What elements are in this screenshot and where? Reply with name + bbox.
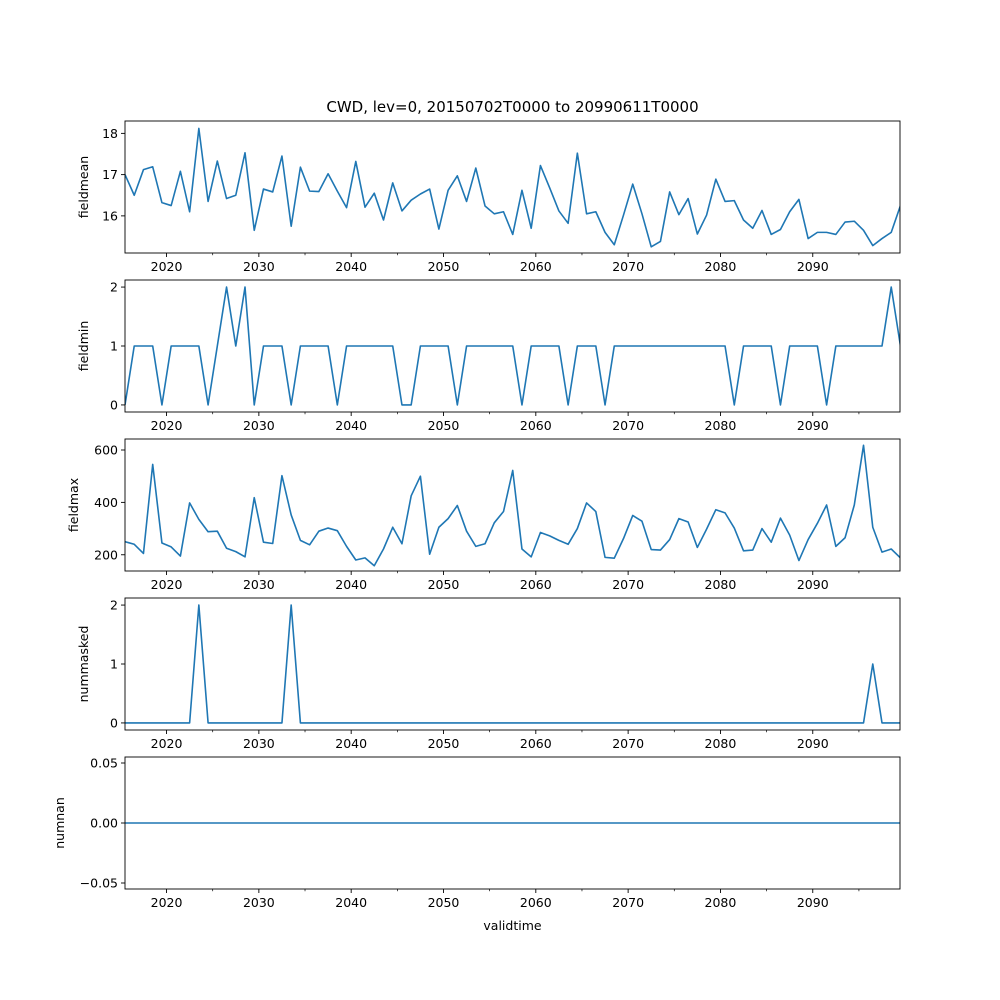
- x-tick-label-2020: 2020: [151, 895, 183, 910]
- x-tick-label-2060: 2060: [520, 418, 552, 433]
- x-tick-label-2070: 2070: [612, 418, 644, 433]
- x-tick-label-2050: 2050: [428, 259, 460, 274]
- x-tick-label-2060: 2060: [520, 895, 552, 910]
- subplot-fieldmin: 2020 2030 2040 2050 2060 2070 2080 2090 0 1 2 field…: [76, 279, 901, 433]
- y-axis-label-fieldmin: fieldmin: [76, 321, 91, 372]
- y-tick-label-0: 0: [110, 397, 118, 412]
- subplot-fieldmean: 2020 2030 2040 2050 2060 2070 2080 2090 16 17 18 fi…: [76, 120, 901, 274]
- y-tick-label-2: 0.05: [90, 756, 118, 771]
- y-tick-label-0: 0: [110, 715, 118, 730]
- x-tick-label-2040: 2040: [335, 259, 367, 274]
- x-tick-label-2090: 2090: [797, 259, 829, 274]
- x-tick-label-2060: 2060: [520, 577, 552, 592]
- x-tick-label-2080: 2080: [705, 736, 737, 751]
- y-tick-label-2: 18: [102, 126, 118, 141]
- y-tick-label-2: 2: [110, 280, 118, 295]
- x-tick-label-2030: 2030: [243, 895, 275, 910]
- x-tick-label-2060: 2060: [520, 736, 552, 751]
- y-axis-label-numnan: numnan: [52, 797, 67, 849]
- x-tick-label-2060: 2060: [520, 259, 552, 274]
- subplot-fieldmax: 2020 2030 2040 2050 2060 2070 2080 2090 200 400 60…: [66, 438, 901, 592]
- x-tick-label-2020: 2020: [151, 259, 183, 274]
- y-tick-label-2: 2: [110, 598, 118, 613]
- y-tick-label-1: 0.00: [90, 816, 118, 831]
- x-tick-label-2030: 2030: [243, 577, 275, 592]
- x-tick-label-2080: 2080: [705, 577, 737, 592]
- y-tick-label-0: 16: [102, 208, 118, 223]
- series-line-nummasked: [125, 604, 900, 724]
- y-axis-label-fieldmax: fieldmax: [66, 478, 81, 532]
- x-tick-label-2070: 2070: [612, 259, 644, 274]
- x-tick-label-2050: 2050: [428, 577, 460, 592]
- series-line-fieldmean: [125, 127, 900, 248]
- subplot-nummasked: 2020 2030 2040 2050 2060 2070 2080 2090 0 1 2 numma…: [76, 597, 901, 751]
- x-axis-label: validtime: [483, 918, 541, 933]
- x-tick-label-2040: 2040: [335, 418, 367, 433]
- y-tick-label-1: 17: [102, 167, 118, 182]
- axes-frame: [124, 120, 901, 254]
- x-tick-label-2020: 2020: [151, 418, 183, 433]
- y-axis-label-fieldmean: fieldmean: [76, 156, 91, 218]
- x-tick-label-2020: 2020: [151, 577, 183, 592]
- series-line-fieldmin: [125, 286, 900, 406]
- x-tick-label-2090: 2090: [797, 895, 829, 910]
- x-tick-label-2050: 2050: [428, 895, 460, 910]
- series-line-fieldmax: [125, 444, 900, 567]
- subplots: 2020 2030 2040 2050 2060 2070 2080 2090161718fi…: [52, 120, 901, 910]
- y-tick-label-2: 600: [94, 443, 118, 458]
- x-tick-label-2070: 2070: [612, 895, 644, 910]
- x-tick-label-2070: 2070: [612, 577, 644, 592]
- y-tick-label-1: 1: [110, 657, 118, 672]
- x-tick-label-2030: 2030: [243, 736, 275, 751]
- x-tick-label-2080: 2080: [705, 418, 737, 433]
- x-tick-label-2080: 2080: [705, 259, 737, 274]
- y-axis-label-nummasked: nummasked: [76, 626, 91, 703]
- x-tick-label-2070: 2070: [612, 736, 644, 751]
- figure-title: CWD, lev=0, 20150702T0000 to 20990611T00…: [326, 98, 698, 116]
- x-tick-label-2040: 2040: [335, 895, 367, 910]
- x-tick-label-2020: 2020: [151, 736, 183, 751]
- x-tick-label-2040: 2040: [335, 736, 367, 751]
- x-tick-label-2030: 2030: [243, 418, 275, 433]
- x-tick-label-2050: 2050: [428, 418, 460, 433]
- x-tick-label-2030: 2030: [243, 259, 275, 274]
- x-tick-label-2090: 2090: [797, 418, 829, 433]
- y-tick-label-1: 400: [94, 495, 118, 510]
- x-tick-label-2040: 2040: [335, 577, 367, 592]
- y-tick-label-1: 1: [110, 339, 118, 354]
- axes-frame: [124, 438, 901, 572]
- x-tick-label-2090: 2090: [797, 736, 829, 751]
- x-tick-label-2050: 2050: [428, 736, 460, 751]
- y-tick-label-0: −0.05: [80, 876, 118, 891]
- subplot-numnan: 2020 2030 2040 2050 2060 2070 2080 2090 −0.05 0.0…: [52, 756, 901, 910]
- y-tick-label-0: 200: [94, 547, 118, 562]
- x-tick-label-2090: 2090: [797, 577, 829, 592]
- x-tick-label-2080: 2080: [705, 895, 737, 910]
